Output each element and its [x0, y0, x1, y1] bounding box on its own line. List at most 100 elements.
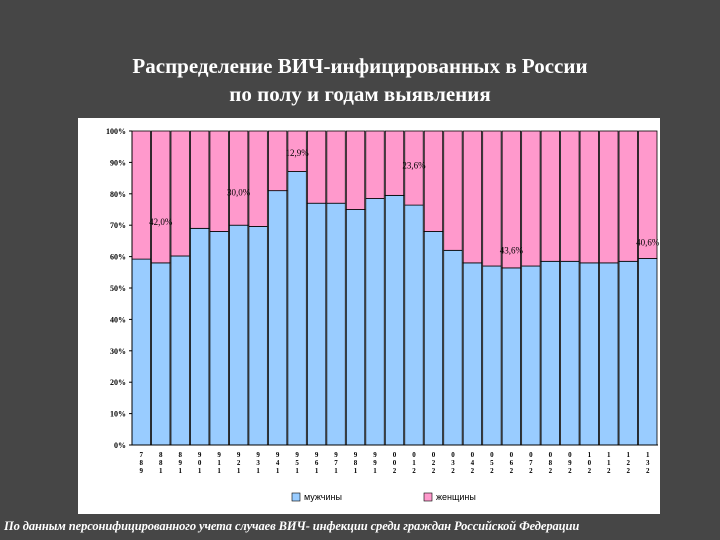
- bar-men-2007: [521, 265, 541, 446]
- x-tick-label: 1: [334, 467, 338, 475]
- x-tick-label: 9: [334, 451, 338, 459]
- x-tick-label: 1: [159, 467, 163, 475]
- bar-women-2006: [501, 130, 522, 269]
- stacked-bar-chart: 0%10%20%30%40%50%60%70%80%90%100%7898818…: [106, 127, 660, 502]
- x-tick-label: 0: [412, 451, 416, 459]
- x-tick-label: 1: [178, 467, 182, 475]
- x-tick-label: 7: [334, 459, 338, 467]
- x-tick-label: 0: [549, 451, 553, 459]
- y-tick-label: 80%: [110, 190, 126, 199]
- bar-men-2008: [540, 260, 560, 446]
- x-tick-label: 9: [315, 451, 319, 459]
- legend-swatch-women: [423, 492, 433, 502]
- slide-title: Распределение ВИЧ-инфицированных в Росси…: [0, 52, 720, 108]
- x-tick-label: 1: [217, 467, 221, 475]
- bar-women-2002: [423, 130, 444, 232]
- y-tick-label: 60%: [110, 253, 126, 262]
- bar-men-1991: [209, 231, 229, 446]
- bar-men-2006: [501, 267, 522, 446]
- bar-men-2012: [618, 260, 638, 446]
- x-tick-label: 0: [471, 451, 475, 459]
- bar-women-2005: [482, 130, 502, 267]
- x-tick-label: 7: [139, 451, 143, 459]
- bar-men-1992: [229, 224, 249, 446]
- x-tick-label: 2: [627, 459, 631, 467]
- bar-women-2007: [521, 130, 541, 267]
- x-tick-label: 1: [607, 459, 611, 467]
- x-tick-label: 2: [588, 467, 592, 475]
- x-tick-label: 2: [607, 467, 611, 475]
- bar-men-2004: [462, 262, 483, 446]
- x-tick-label: 9: [256, 451, 260, 459]
- x-tick-label: 1: [295, 467, 299, 475]
- bar-women-2009: [560, 130, 580, 262]
- data-label-2013: 40,6%: [636, 238, 660, 248]
- bar-men-2013: [638, 258, 658, 446]
- bar-women-1992: [229, 130, 249, 226]
- x-tick-label: 9: [354, 451, 358, 459]
- bar-men-1993: [248, 226, 268, 446]
- bar-women-2000: [384, 130, 405, 196]
- x-tick-label: 9: [568, 459, 572, 467]
- bar-women-2004: [462, 130, 483, 264]
- x-tick-label: 0: [568, 451, 572, 459]
- x-tick-label: 0: [451, 451, 455, 459]
- x-tick-label: 0: [198, 459, 202, 467]
- bar-men-1988: [151, 262, 171, 446]
- bar-women-1990: [190, 130, 210, 229]
- x-tick-label: 8: [159, 459, 163, 467]
- title-line-1: Распределение ВИЧ-инфицированных в Росси…: [132, 54, 588, 78]
- bar-men-1998: [345, 209, 366, 446]
- x-tick-label: 9: [373, 459, 377, 467]
- title-line-2: по полу и годам выявления: [229, 82, 491, 106]
- bar-women-1994: [267, 130, 288, 192]
- bar-women-1993: [248, 130, 268, 227]
- x-tick-label: 1: [237, 467, 241, 475]
- bar-men-1990: [190, 227, 210, 446]
- y-tick-label: 40%: [110, 315, 126, 324]
- data-label-2001: 23,6%: [402, 161, 426, 171]
- bar-men-1994: [267, 190, 288, 446]
- x-tick-label: 8: [139, 459, 143, 467]
- x-tick-label: 2: [432, 467, 436, 475]
- legend-label-women: женщины: [436, 492, 476, 502]
- x-tick-label: 2: [549, 467, 553, 475]
- bar-women-1989: [170, 130, 190, 257]
- bar-men-2002: [423, 231, 444, 446]
- x-tick-label: 8: [159, 451, 163, 459]
- x-tick-label: 0: [510, 451, 514, 459]
- x-tick-label: 9: [217, 451, 221, 459]
- data-label-2006: 43,6%: [500, 245, 524, 255]
- x-tick-label: 2: [568, 467, 572, 475]
- data-label-1988: 42,0%: [149, 217, 173, 227]
- x-tick-label: 0: [490, 451, 494, 459]
- x-tick-label: 4: [471, 459, 475, 467]
- x-tick-label: 2: [393, 467, 397, 475]
- x-tick-label: 2: [432, 459, 436, 467]
- x-tick-label: 1: [276, 467, 280, 475]
- bar-women-2010: [579, 130, 599, 264]
- x-tick-label: 2: [412, 467, 416, 475]
- bar-men-1997: [326, 202, 346, 446]
- bar-women-2011: [599, 130, 619, 264]
- y-tick-label: 20%: [110, 378, 126, 387]
- x-tick-label: 9: [295, 451, 299, 459]
- bar-women-1987: [131, 130, 151, 260]
- bar-women-2013: [638, 130, 658, 259]
- x-tick-label: 3: [451, 459, 455, 467]
- bar-men-1995: [287, 171, 307, 446]
- bar-women-1996: [306, 130, 327, 204]
- bar-women-1997: [326, 130, 346, 204]
- x-tick-label: 6: [315, 459, 319, 467]
- x-tick-label: 2: [627, 467, 631, 475]
- bar-women-2003: [443, 130, 463, 251]
- bar-women-1999: [365, 130, 385, 199]
- data-label-1992: 30,0%: [227, 187, 251, 197]
- bar-men-1987: [131, 258, 151, 446]
- y-tick-label: 90%: [110, 158, 126, 167]
- y-tick-label: 10%: [110, 410, 126, 419]
- x-tick-label: 5: [295, 459, 299, 467]
- x-tick-label: 1: [607, 451, 611, 459]
- legend-label-men: мужчины: [304, 492, 342, 502]
- x-tick-label: 2: [490, 467, 494, 475]
